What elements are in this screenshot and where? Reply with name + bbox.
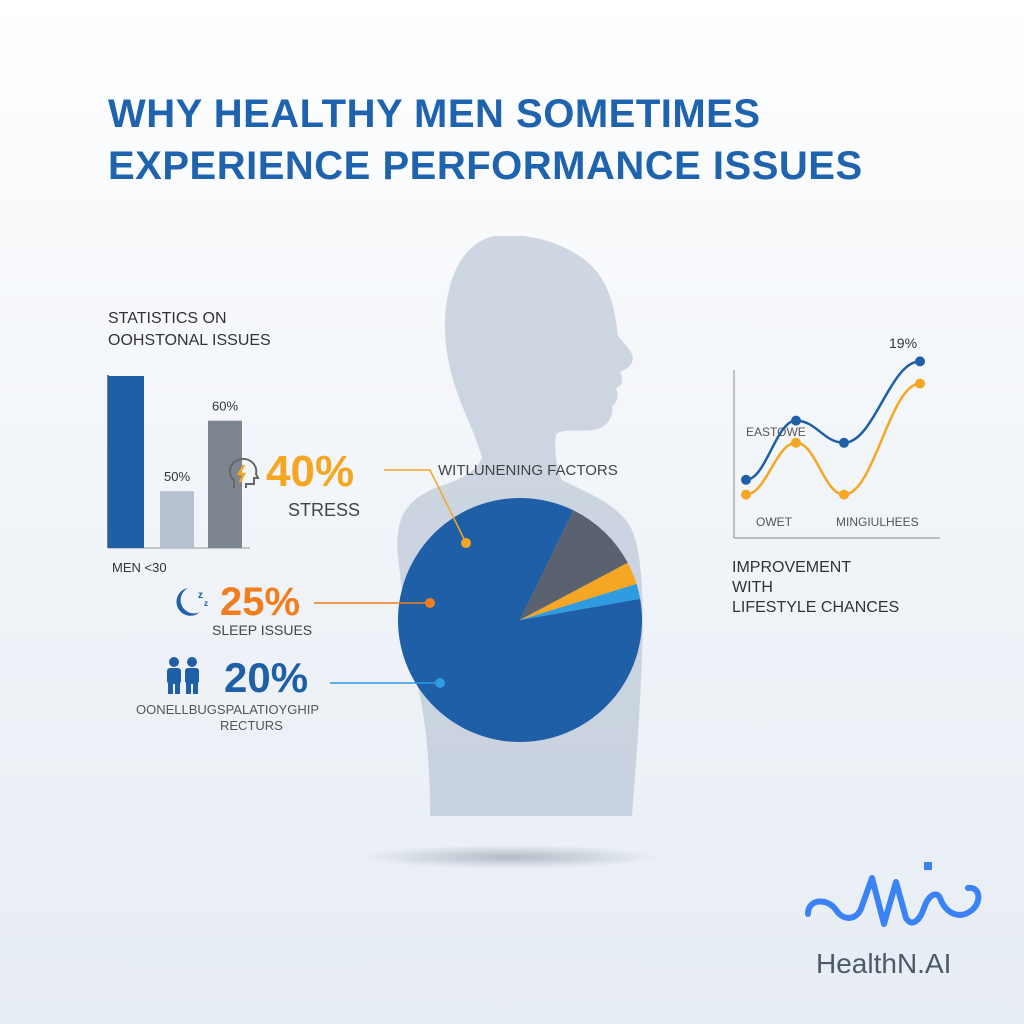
line-annotation-pct: 19% bbox=[889, 335, 917, 351]
pie-chart bbox=[398, 497, 642, 742]
line-annotation-left: OWET bbox=[756, 515, 793, 529]
pie-slice-1 bbox=[520, 510, 628, 620]
improvement-line-3: LIFESTYLE CHANCES bbox=[732, 599, 900, 616]
line-point-1-3 bbox=[915, 378, 925, 389]
bar-1 bbox=[160, 491, 194, 548]
sleep-leader-dot bbox=[425, 598, 435, 608]
line-annotation-top: EASTOWE bbox=[746, 425, 806, 439]
line-point-1-1 bbox=[791, 437, 801, 448]
svg-text:z: z bbox=[198, 590, 203, 601]
stats-header-line-2: OOHSTONAL ISSUES bbox=[108, 332, 271, 349]
relationship-percent: 20% bbox=[224, 654, 309, 701]
svg-text:z: z bbox=[204, 599, 208, 608]
relationship-leader-dot bbox=[435, 678, 445, 688]
pie-title: WITLUNENING FACTORS bbox=[438, 462, 618, 479]
ground-shadow bbox=[360, 845, 660, 869]
stress-leader-dot bbox=[461, 538, 471, 548]
moon-sleep-icon: z z bbox=[176, 588, 208, 616]
line-axis bbox=[733, 370, 940, 539]
stress-leader-line bbox=[384, 469, 467, 544]
improvement-caption: IMPROVEMENT WITH LIFESTYLE CHANCES bbox=[732, 558, 899, 618]
line-point-0-2 bbox=[839, 437, 849, 448]
couple-icon bbox=[167, 657, 199, 694]
pie-slice-3 bbox=[520, 583, 641, 620]
line-chart: 19% EASTOWE OWET MINGIULHEES bbox=[733, 335, 940, 539]
pie-slice-2 bbox=[520, 562, 637, 620]
sleep-label: SLEEP ISSUES bbox=[212, 622, 313, 638]
line-annotation-right: MINGIULHEES bbox=[836, 515, 919, 529]
bar-0 bbox=[108, 376, 144, 548]
stats-header-line-1: STATISTICS ON bbox=[108, 310, 227, 327]
bar-value-label-1: 50% bbox=[164, 469, 190, 484]
bar-value-label-2: 60% bbox=[212, 399, 238, 414]
improvement-line-2: WITH bbox=[732, 579, 773, 596]
bar-2 bbox=[208, 420, 242, 548]
improvement-line-1: IMPROVEMENT bbox=[732, 559, 852, 576]
title-line-2: EXPERIENCE PERFORMANCE ISSUES bbox=[108, 144, 863, 188]
stats-header: STATISTICS ON OOHSTONAL ISSUES bbox=[108, 308, 271, 352]
stress-label: STRESS bbox=[288, 500, 361, 520]
line-point-0-0 bbox=[741, 474, 751, 485]
line-point-0-1 bbox=[791, 415, 801, 426]
line-point-1-2 bbox=[839, 489, 849, 500]
stress-percent: 40% bbox=[266, 447, 355, 496]
title-line-1: WHY HEALTHY MEN SOMETIMES bbox=[108, 92, 761, 136]
relationship-label-line-1: OONELLBUGSPALATIOYGHIP bbox=[136, 702, 320, 717]
line-series-1 bbox=[745, 382, 921, 496]
stress-head-icon bbox=[228, 458, 260, 488]
page-title: WHY HEALTHY MEN SOMETIMES EXPERIENCE PER… bbox=[108, 88, 928, 192]
line-series-0 bbox=[745, 360, 921, 482]
brand-name: HealthN.AI bbox=[816, 948, 952, 979]
bar-category-label: MEN <30 bbox=[112, 560, 167, 575]
bar-chart: 50% 60% MEN <30 bbox=[107, 375, 250, 575]
line-point-1-0 bbox=[741, 489, 751, 500]
line-point-0-3 bbox=[915, 356, 925, 367]
brand-wave-logo bbox=[805, 862, 982, 927]
relationship-label-line-2: RECTURS bbox=[220, 718, 283, 733]
sleep-percent: 25% bbox=[220, 580, 301, 624]
pie-slice-0 bbox=[398, 497, 642, 742]
